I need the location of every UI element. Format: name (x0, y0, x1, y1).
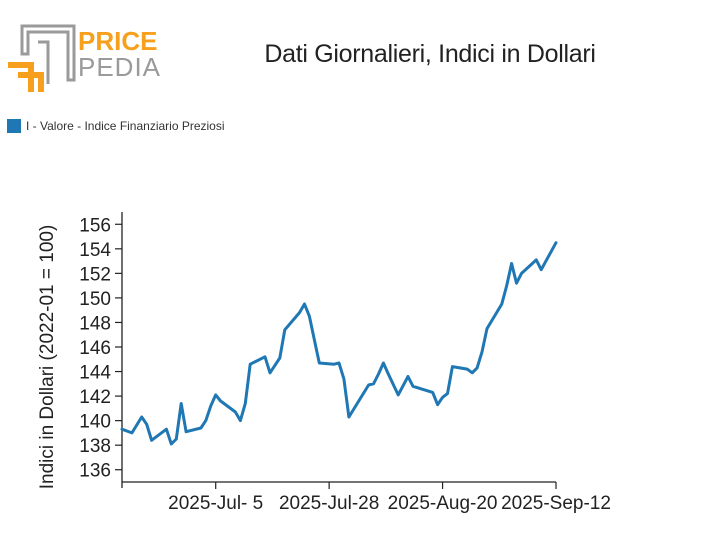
pricepedia-logo: PRICE PEDIA (8, 24, 161, 92)
y-tick-label: 154 (79, 240, 111, 261)
x-tick-label: 2025-Jul- 5 (168, 493, 263, 514)
logo-text-top: PRICE (78, 26, 157, 56)
axes: 136 138 140 142 144 146 148 150 152 154 156 2025-Ju… (37, 212, 611, 514)
legend-label: I - Valore - Indice Finanziario Preziosi (26, 119, 225, 133)
legend-swatch (7, 119, 21, 133)
x-tick-label: 2025-Sep-12 (501, 493, 611, 514)
logo-text-bottom: PEDIA (78, 52, 161, 82)
y-tick-label: 146 (79, 338, 111, 359)
y-axis-label: Indici in Dollari (2022-01 = 100) (37, 225, 58, 490)
y-tick-label: 156 (79, 215, 111, 236)
chart-title: Dati Giornalieri, Indici in Dollari (264, 40, 596, 68)
y-tick-label: 150 (79, 289, 111, 310)
y-tick-label: 142 (79, 387, 111, 408)
y-tick-label: 148 (79, 313, 111, 334)
legend[interactable]: I - Valore - Indice Finanziario Preziosi (7, 119, 225, 133)
y-tick-label: 140 (79, 412, 111, 433)
logo-mark (8, 24, 76, 92)
x-tick-label: 2025-Jul-28 (279, 493, 379, 514)
series-layer (120, 241, 558, 446)
y-tick-label: 152 (79, 264, 111, 285)
x-tick-label: 2025-Aug-20 (388, 493, 498, 514)
y-tick-label: 136 (79, 461, 111, 482)
series-line (120, 241, 558, 446)
y-tick-label: 144 (79, 363, 111, 384)
y-tick-label: 138 (79, 436, 111, 457)
